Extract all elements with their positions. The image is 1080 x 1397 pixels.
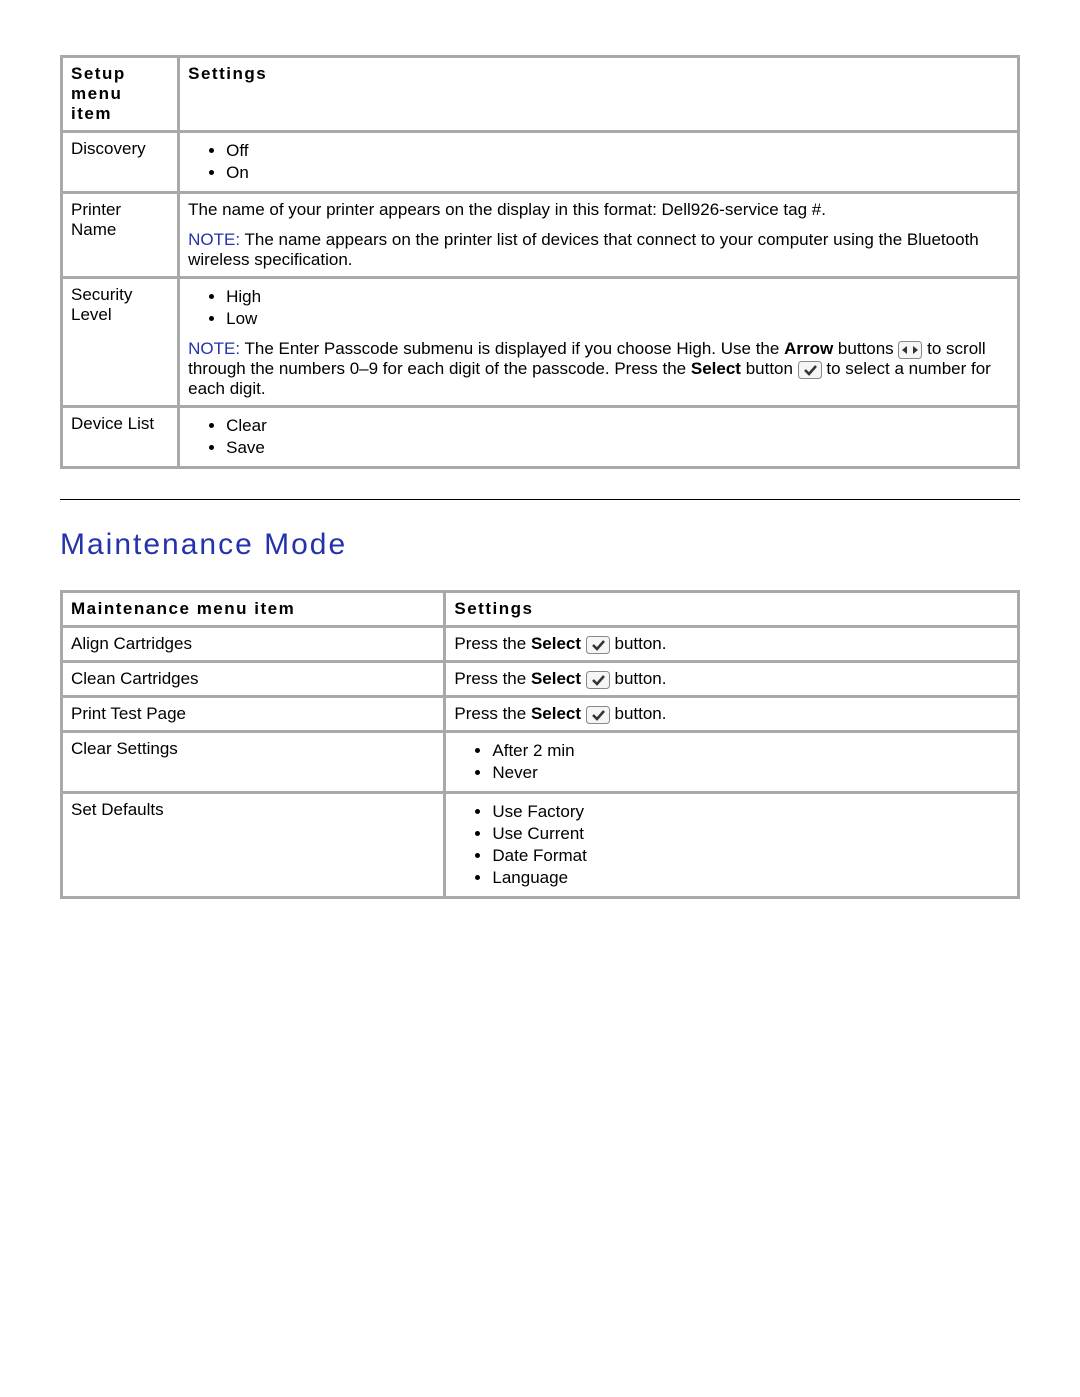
- table-row: Print Test Page Press the Select button.: [63, 698, 1017, 730]
- maintenance-settings-clean: Press the Select button.: [446, 663, 1017, 695]
- table-row: Device List Clear Save: [63, 408, 1017, 466]
- list-item: Use Current: [492, 824, 1009, 844]
- list-item: Clear: [226, 416, 1009, 436]
- setup-menu-table: Setup menu item Settings Discovery Off O…: [60, 55, 1020, 469]
- maintenance-item-set-defaults: Set Defaults: [63, 794, 443, 896]
- list-item: On: [226, 163, 1009, 183]
- maintenance-mode-heading: Maintenance Mode: [60, 528, 1020, 562]
- list-item: Save: [226, 438, 1009, 458]
- list-item: High: [226, 287, 1009, 307]
- table-row: Security Level High Low NOTE: The Enter …: [63, 279, 1017, 405]
- left-right-arrows-icon: [898, 341, 922, 359]
- setup-settings-security-level: High Low NOTE: The Enter Passcode submen…: [180, 279, 1017, 405]
- table-row: Discovery Off On: [63, 133, 1017, 191]
- setup-item-printer-name: Printer Name: [63, 194, 177, 276]
- checkmark-button-icon: [798, 361, 822, 379]
- note-label: NOTE:: [188, 230, 240, 249]
- maintenance-settings-align: Press the Select button.: [446, 628, 1017, 660]
- maintenance-settings-print-test: Press the Select button.: [446, 698, 1017, 730]
- setup-settings-discovery: Off On: [180, 133, 1017, 191]
- table-row: Printer Name The name of your printer ap…: [63, 194, 1017, 276]
- maintenance-item-clean: Clean Cartridges: [63, 663, 443, 695]
- maintenance-item-print-test: Print Test Page: [63, 698, 443, 730]
- setup-item-security-level: Security Level: [63, 279, 177, 405]
- maintenance-col-header-item: Maintenance menu item: [63, 593, 443, 625]
- table-row: Align Cartridges Press the Select button…: [63, 628, 1017, 660]
- setup-settings-printer-name: The name of your printer appears on the …: [180, 194, 1017, 276]
- note-label: NOTE:: [188, 339, 240, 358]
- setup-settings-device-list: Clear Save: [180, 408, 1017, 466]
- checkmark-button-icon: [586, 706, 610, 724]
- maintenance-col-header-settings: Settings: [446, 593, 1017, 625]
- table-row: Clean Cartridges Press the Select button…: [63, 663, 1017, 695]
- maintenance-settings-set-defaults: Use Factory Use Current Date Format Lang…: [446, 794, 1017, 896]
- maintenance-item-clear-settings: Clear Settings: [63, 733, 443, 791]
- setup-item-device-list: Device List: [63, 408, 177, 466]
- list-item: Use Factory: [492, 802, 1009, 822]
- setup-item-discovery: Discovery: [63, 133, 177, 191]
- table-row: Clear Settings After 2 min Never: [63, 733, 1017, 791]
- table-row: Set Defaults Use Factory Use Current Dat…: [63, 794, 1017, 896]
- list-item: Language: [492, 868, 1009, 888]
- list-item: Off: [226, 141, 1009, 161]
- maintenance-settings-clear-settings: After 2 min Never: [446, 733, 1017, 791]
- list-item: Date Format: [492, 846, 1009, 866]
- maintenance-item-align: Align Cartridges: [63, 628, 443, 660]
- list-item: After 2 min: [492, 741, 1009, 761]
- checkmark-button-icon: [586, 671, 610, 689]
- checkmark-button-icon: [586, 636, 610, 654]
- list-item: Low: [226, 309, 1009, 329]
- section-divider: [60, 499, 1020, 500]
- setup-col-header-settings: Settings: [180, 58, 1017, 130]
- maintenance-menu-table: Maintenance menu item Settings Align Car…: [60, 590, 1020, 899]
- list-item: Never: [492, 763, 1009, 783]
- setup-col-header-item: Setup menu item: [63, 58, 177, 130]
